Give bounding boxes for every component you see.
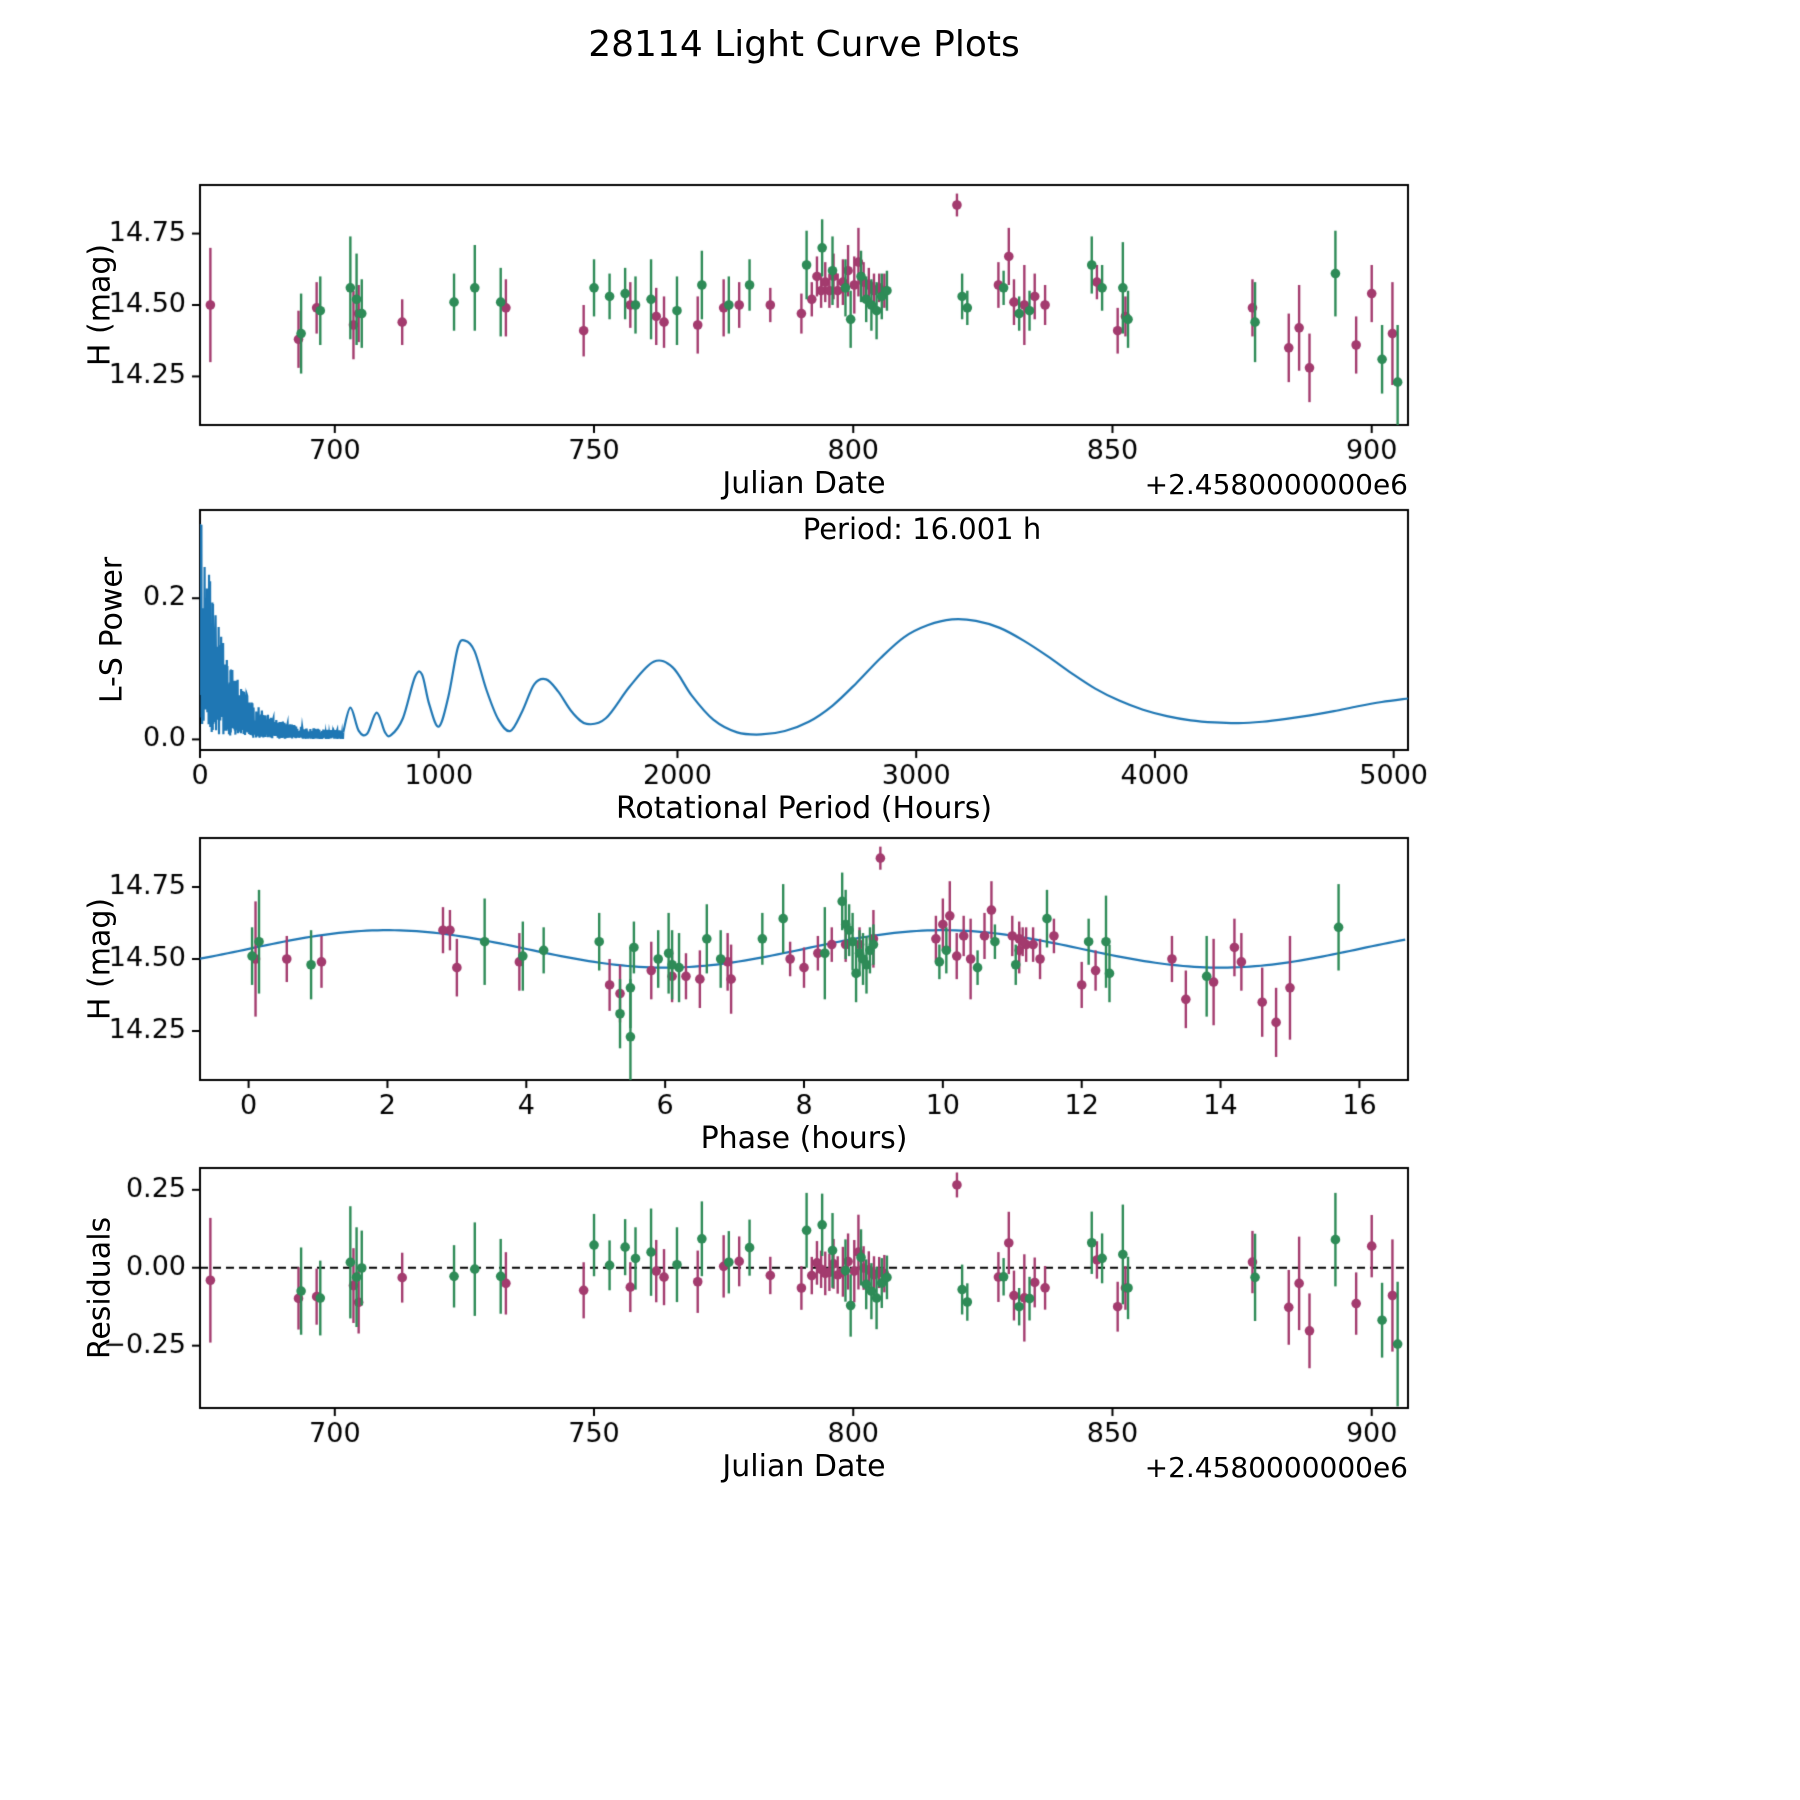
period-annotation: Period: 16.001 h	[802, 512, 1042, 546]
residuals-y-axis-label: Residuals	[82, 1216, 118, 1360]
lightcurve-x-axis-label: Julian Date	[722, 466, 886, 501]
phased-y-axis-label: H (mag)	[82, 897, 118, 1021]
residuals-x-offset-label: +2.4580000000e6	[1144, 1451, 1408, 1484]
figure-title: 28114 Light Curve Plots	[588, 24, 1020, 65]
periodogram-x-axis-label: Rotational Period (Hours)	[615, 791, 993, 826]
phased-x-axis-label: Phase (hours)	[700, 1121, 908, 1156]
lightcurve-x-offset-label: +2.4580000000e6	[1144, 468, 1408, 501]
lightcurve-y-axis-label: H (mag)	[82, 243, 118, 367]
periodogram-y-axis-label: L-S Power	[94, 556, 130, 704]
residuals-x-axis-label: Julian Date	[722, 1449, 886, 1484]
